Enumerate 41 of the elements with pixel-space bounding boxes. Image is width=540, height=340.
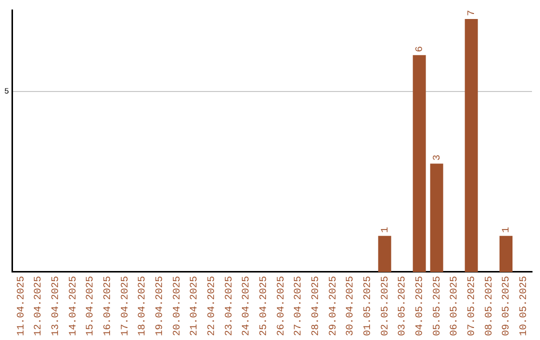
x-tick-label: 23.04.2025 [224,276,236,336]
x-tick-label: 24.04.2025 [242,276,253,336]
x-tick-label: 22.04.2025 [206,276,218,336]
x-tick-label: 18.04.2025 [138,276,149,336]
bar [500,236,512,272]
x-tick-label: 05.05.2025 [432,276,444,336]
x-tick-label: 07.05.2025 [466,276,478,336]
x-tick-label: 06.05.2025 [450,276,461,336]
x-tick-label: 17.04.2025 [120,276,132,336]
x-tick-label: 25.04.2025 [258,276,270,336]
x-tick-label: 20.04.2025 [172,276,184,336]
x-tick-label: 28.04.2025 [310,276,322,336]
bar [430,164,444,272]
data-label: 6 [414,46,426,52]
bar [464,19,478,272]
data-label: 3 [432,154,444,161]
x-tick-label: 08.05.2025 [484,276,496,336]
x-tick-label: 13.04.2025 [50,276,62,336]
bar [412,55,426,272]
x-tick-label: 02.05.2025 [380,276,392,336]
x-tick-label: 21.04.2025 [190,276,201,336]
x-tick-label: 19.04.2025 [154,276,166,336]
x-tick-label: 30.04.2025 [346,276,357,336]
x-tick-label: 12.04.2025 [34,276,45,336]
x-tick-label: 01.05.2025 [362,276,374,336]
x-tick-label: 29.04.2025 [328,276,340,336]
x-tick-label: 03.05.2025 [398,276,409,336]
x-tick-label: 16.04.2025 [102,276,114,336]
y-tick-label: 5 [4,87,10,96]
x-tick-label: 11.04.2025 [16,276,28,336]
x-tick-label: 04.05.2025 [414,276,426,336]
data-label: 7 [466,10,478,16]
x-tick-label: 27.04.2025 [294,276,305,336]
data-label: 1 [502,226,513,233]
x-tick-label: 15.04.2025 [86,276,97,336]
x-tick-label: 14.04.2025 [68,276,80,336]
data-label: 1 [380,226,392,233]
x-tick-label: 26.04.2025 [276,276,288,336]
x-tick-label: 09.05.2025 [502,276,513,336]
x-tick-label: 10.05.2025 [518,276,530,336]
bar [378,236,392,272]
